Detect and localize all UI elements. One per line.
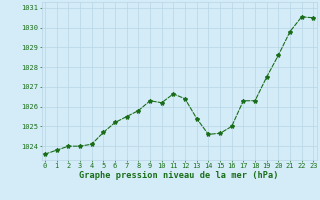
X-axis label: Graphe pression niveau de la mer (hPa): Graphe pression niveau de la mer (hPa) <box>79 171 279 180</box>
